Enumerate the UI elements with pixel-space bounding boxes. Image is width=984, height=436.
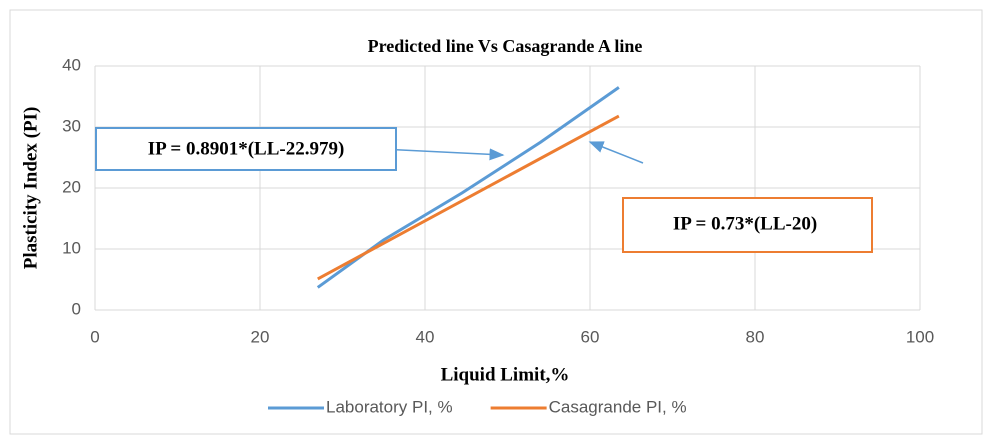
x-axis-label: Liquid Limit,%	[441, 364, 570, 385]
x-tick-label: 40	[416, 327, 435, 346]
y-axis-label: Plasticity Index (PI)	[20, 107, 41, 270]
data-line	[317, 114, 620, 281]
x-tick-label: 60	[581, 327, 600, 346]
x-tick-label: 80	[746, 327, 765, 346]
x-tick-label: 20	[251, 327, 270, 346]
annotation: IP = 0.8901*(LL-22.979)	[148, 138, 345, 159]
annotation-box	[622, 197, 873, 253]
annotation: IP = 0.73*(LL-20)	[673, 213, 817, 234]
y-tick-label: 0	[72, 299, 81, 318]
chart-title: Predicted line Vs Casagrande A line	[368, 36, 643, 56]
y-tick-label: 10	[62, 238, 81, 257]
annotation-box	[95, 127, 397, 171]
y-tick-label: 40	[62, 55, 81, 74]
y-tick-label: 30	[62, 116, 81, 135]
x-tick-label: 0	[90, 327, 99, 346]
annotation-arrow	[588, 141, 644, 164]
x-tick-label: 100	[906, 327, 934, 346]
legend-label: Laboratory PI, %	[326, 397, 453, 416]
legend-label: Casagrande PI, %	[549, 397, 687, 416]
y-tick-label: 20	[62, 177, 81, 196]
